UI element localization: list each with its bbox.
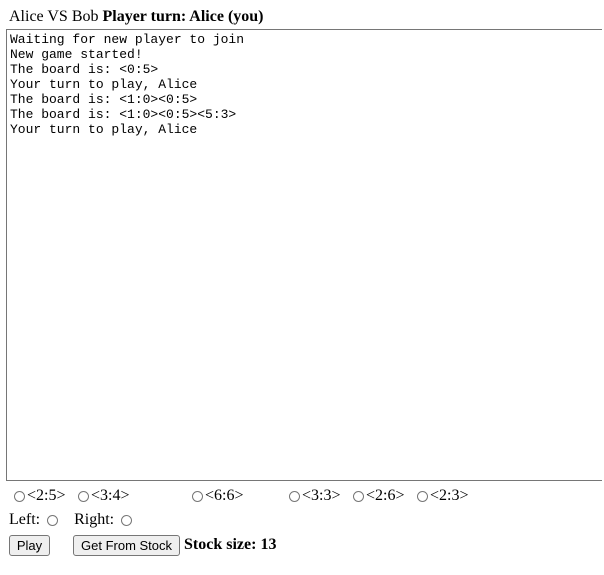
left-label: Left: [9,511,41,528]
tile-label: <2:5> [27,487,66,504]
tile-label: <3:3> [302,487,341,504]
tile-option[interactable]: <3:4> [78,486,130,506]
game-log-textarea[interactable]: Waiting for new player to join New game … [6,29,602,481]
tile-radio[interactable] [78,490,89,502]
tile-label: <6:6> [205,487,244,504]
right-side-radio[interactable] [121,514,133,526]
hand-tiles: <2:5> <3:4> <6:6> <3:3> <2:6> <2:3> [0,486,604,506]
tile-radio[interactable] [417,490,428,502]
play-button[interactable]: Play [9,534,50,556]
game-controls: Play Get From Stock Stock size: 13 [9,534,276,556]
tile-label: <3:4> [91,487,130,504]
matchup-text: Alice VS Bob [9,8,99,25]
tile-option[interactable]: <3:3> [289,486,341,506]
tile-radio[interactable] [192,490,203,502]
tile-option[interactable]: <2:6> [353,486,405,506]
player-turn-text: Player turn: Alice (you) [102,8,264,25]
game-header: Alice VS Bob Player turn: Alice (you) [9,7,264,27]
stock-size-text: Stock size: 13 [184,536,277,553]
side-selector: Left: Right: [9,510,148,530]
tile-radio[interactable] [289,490,300,502]
tile-option[interactable]: <2:3> [417,486,469,506]
tile-radio[interactable] [14,490,25,502]
tile-option[interactable]: <6:6> [192,486,244,506]
tile-label: <2:6> [366,487,405,504]
left-side-radio[interactable] [47,514,59,526]
right-label: Right: [74,511,115,528]
tile-label: <2:3> [430,487,469,504]
tile-option[interactable]: <2:5> [14,486,66,506]
get-from-stock-button[interactable]: Get From Stock [73,534,181,556]
tile-radio[interactable] [353,490,364,502]
